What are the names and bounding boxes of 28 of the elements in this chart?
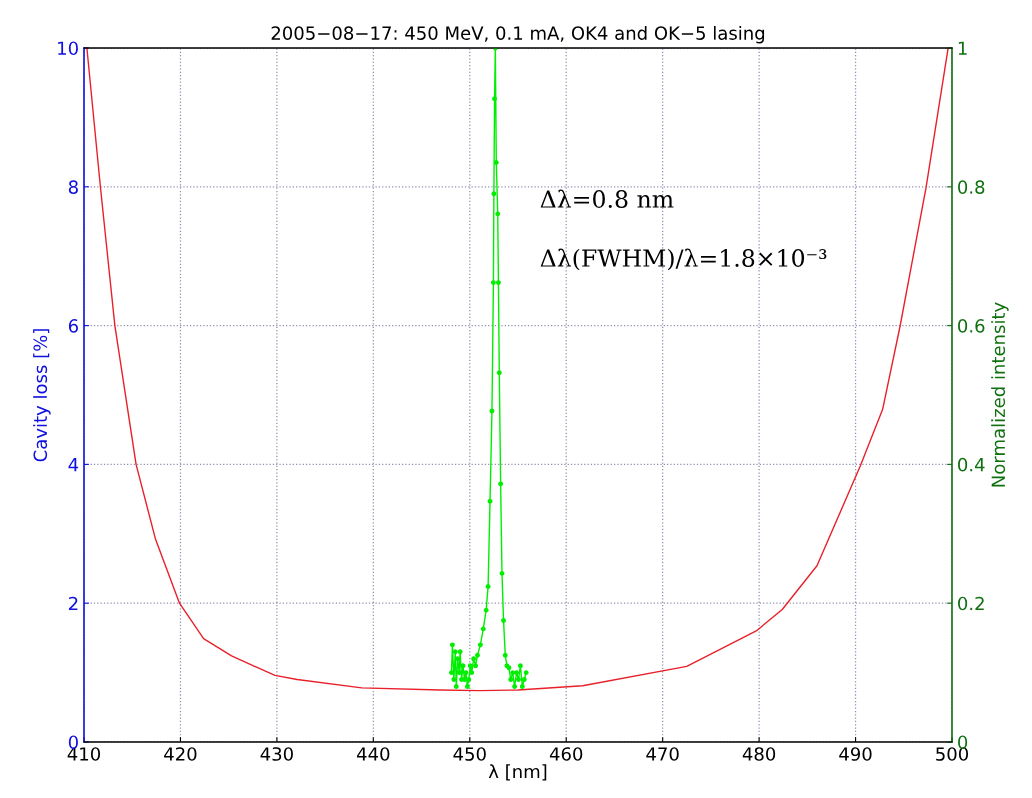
y2-tick-label: 0.6 [958, 319, 985, 333]
y2-tick-label: 0.2 [958, 596, 984, 611]
y2-axis-title: Normalized intensity [991, 302, 1009, 487]
y-tick-label: 10 [58, 41, 78, 56]
x-tick-label: 480 [742, 747, 776, 761]
y-axis-title: Cavity loss [%] [33, 329, 51, 462]
y-tick-label: 4 [68, 458, 79, 472]
y-tick-label: 6 [68, 319, 78, 333]
y-tick-label: 0 [68, 735, 78, 750]
x-tick-label: 470 [646, 747, 679, 761]
x-tick-label: 430 [260, 747, 293, 761]
x-tick-label: 410 [67, 747, 101, 761]
y2-tick-label: 0.4 [958, 457, 985, 472]
x-tick-label: 420 [164, 747, 197, 761]
x-tick-label: 440 [356, 747, 390, 761]
y2-tick-label: 1 [958, 41, 967, 55]
y2-tick-label: 0 [958, 735, 968, 750]
x-tick-label: 500 [936, 747, 969, 761]
y-tick-label: 2 [68, 596, 78, 611]
y2-tick-label: 0.8 [958, 180, 985, 194]
annotation: Δλ=0.8 nm [540, 189, 674, 208]
x-tick-label: 460 [549, 747, 583, 761]
chart-title: 2005−08−17: 450 MeV, 0.1 mA, OK4 and OK−5 lasing [271, 25, 765, 44]
annotation: Δλ(FWHM)/λ=1.8×10⁻³ [540, 248, 827, 271]
y-tick-label: 8 [68, 180, 78, 194]
x-tick-label: 490 [839, 747, 872, 761]
x-tick-label: 450 [453, 747, 486, 761]
x-axis-title: λ [nm] [488, 764, 547, 781]
